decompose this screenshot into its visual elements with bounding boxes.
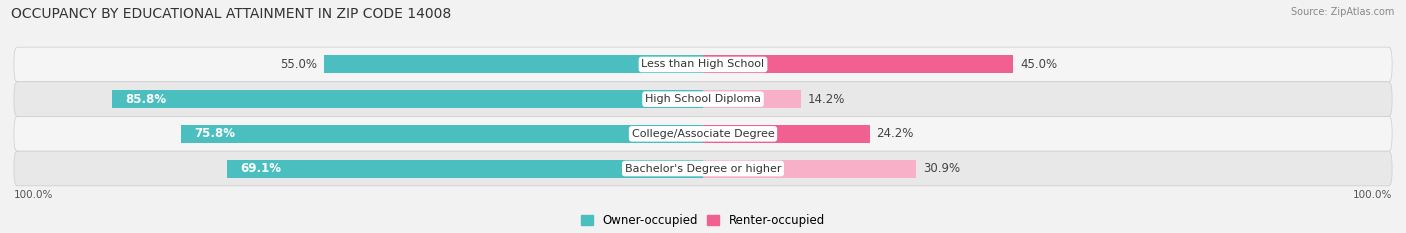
Bar — [181, 125, 703, 143]
FancyBboxPatch shape — [14, 151, 1392, 186]
Text: 100.0%: 100.0% — [14, 190, 53, 200]
Bar — [323, 55, 703, 73]
Bar — [703, 160, 915, 178]
Text: 100.0%: 100.0% — [1353, 190, 1392, 200]
Text: 75.8%: 75.8% — [194, 127, 236, 140]
Text: Less than High School: Less than High School — [641, 59, 765, 69]
Text: Bachelor's Degree or higher: Bachelor's Degree or higher — [624, 164, 782, 174]
FancyBboxPatch shape — [14, 82, 1392, 116]
Text: 55.0%: 55.0% — [280, 58, 318, 71]
Text: High School Diploma: High School Diploma — [645, 94, 761, 104]
Legend: Owner-occupied, Renter-occupied: Owner-occupied, Renter-occupied — [581, 214, 825, 227]
Text: 45.0%: 45.0% — [1019, 58, 1057, 71]
Text: 85.8%: 85.8% — [125, 93, 167, 106]
Bar — [703, 90, 801, 108]
Bar — [703, 125, 870, 143]
FancyBboxPatch shape — [14, 116, 1392, 151]
Bar — [703, 55, 1012, 73]
Text: 14.2%: 14.2% — [807, 93, 845, 106]
Text: 24.2%: 24.2% — [876, 127, 914, 140]
Text: 30.9%: 30.9% — [922, 162, 960, 175]
Bar — [226, 160, 703, 178]
Text: OCCUPANCY BY EDUCATIONAL ATTAINMENT IN ZIP CODE 14008: OCCUPANCY BY EDUCATIONAL ATTAINMENT IN Z… — [11, 7, 451, 21]
Text: College/Associate Degree: College/Associate Degree — [631, 129, 775, 139]
FancyBboxPatch shape — [14, 47, 1392, 82]
Bar — [112, 90, 703, 108]
Text: 69.1%: 69.1% — [240, 162, 281, 175]
Text: Source: ZipAtlas.com: Source: ZipAtlas.com — [1291, 7, 1395, 17]
